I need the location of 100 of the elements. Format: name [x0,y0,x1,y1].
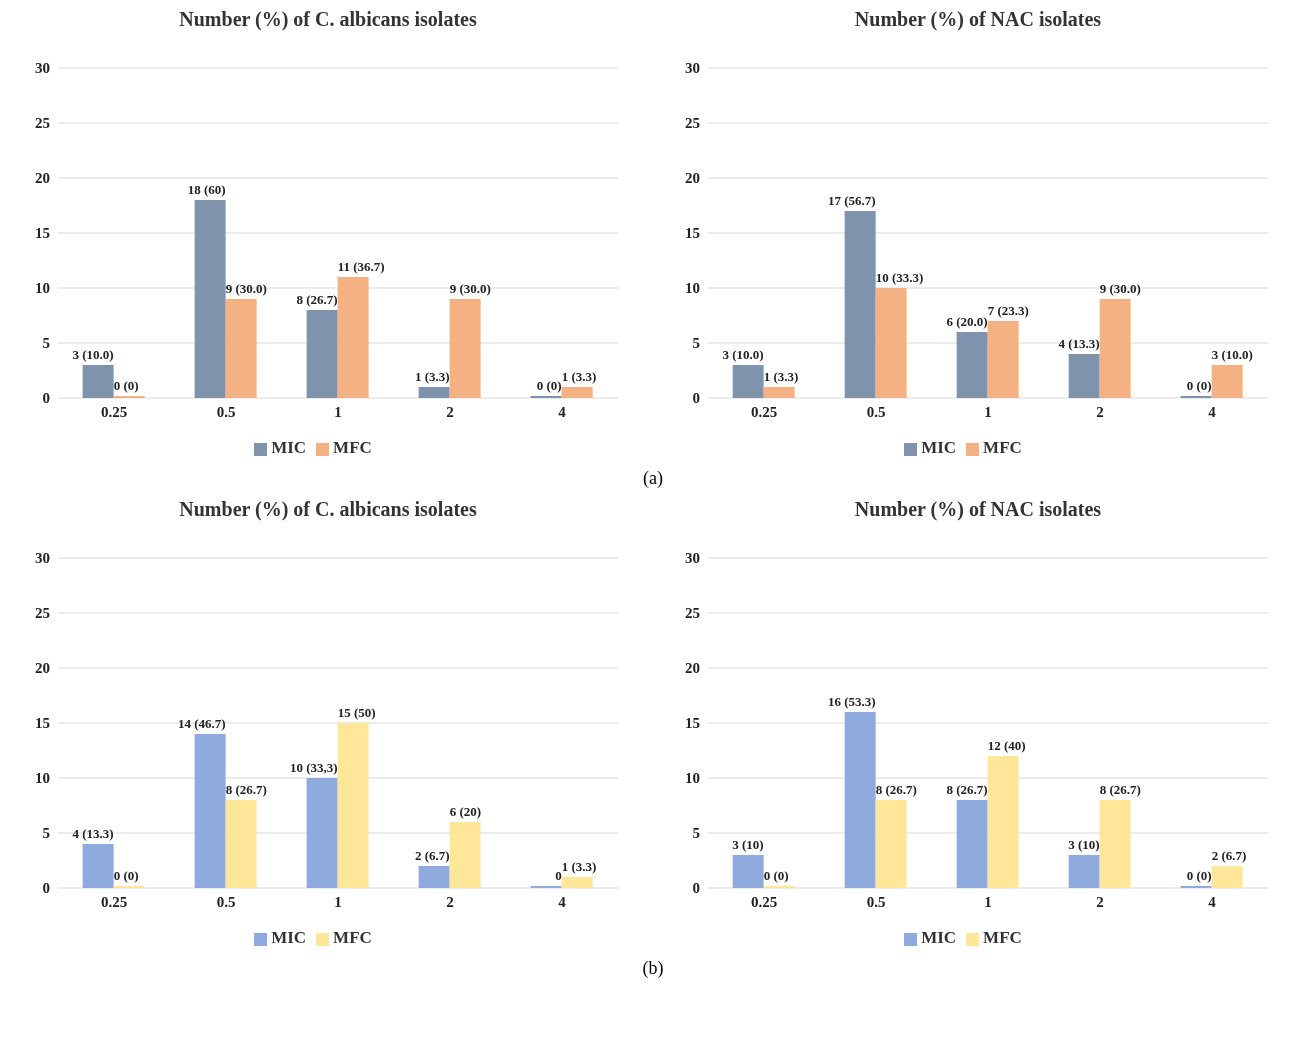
legend-label: MIC [921,438,957,457]
x-tick-label: 0.25 [750,403,778,420]
data-label: 6 (20.0) [946,314,988,329]
chart-title: Number (%) of NAC isolates [853,498,1103,523]
bar [844,211,876,398]
x-tick-label: 0.25 [750,893,778,910]
data-label: 3 (10.0) [1211,347,1253,362]
bar [1068,354,1100,398]
data-label: 8 (26.7) [1099,782,1141,797]
data-label: 15 (50) [337,705,376,720]
y-tick-label: 25 [685,605,700,622]
bar [82,365,114,398]
data-label: 2 (6.7) [414,848,450,863]
bar [337,723,369,888]
data-label: 4 (13.3) [72,826,114,841]
bar [194,734,226,888]
data-label: 18 (60) [187,182,226,197]
y-tick-label: 0 [42,390,50,407]
y-tick-label: 5 [692,825,700,842]
y-tick-label: 15 [35,715,50,732]
data-label: 4 (13.3) [1058,336,1100,351]
bar [875,800,907,888]
data-label: 0 (0) [1186,868,1212,883]
y-tick-label: 30 [35,60,50,77]
bar [763,387,795,398]
bar [1211,866,1243,888]
bar [337,277,369,398]
data-label: 8 (26.7) [225,782,267,797]
bar [418,387,450,398]
bar [449,299,481,398]
y-tick-label: 5 [692,335,700,352]
bar [306,310,338,398]
y-tick-label: 30 [685,60,700,77]
data-label: 1 (3.3) [561,859,597,874]
y-tick-label: 5 [42,825,50,842]
data-label: 9 (30.0) [1099,281,1141,296]
data-label: 0 (0) [536,378,562,393]
bar [844,712,876,888]
bar [561,387,593,398]
bar [1068,855,1100,888]
bar [418,866,450,888]
bar [732,855,764,888]
data-label: 7 (23.3) [987,303,1029,318]
chart-title: Number (%) of NAC isolates [853,8,1103,33]
data-label: 8 (26.7) [946,782,988,797]
bar [194,200,226,398]
data-label: 8 (26.7) [296,292,338,307]
x-tick-label: 2 [446,403,454,420]
bar [987,756,1019,888]
bar [449,822,481,888]
y-tick-label: 15 [685,225,700,242]
data-label: 3 (10) [732,837,764,852]
data-label: 9 (30.0) [449,281,491,296]
data-label: 0 (0) [1186,378,1212,393]
y-tick-label: 25 [685,115,700,132]
y-tick-label: 10 [35,280,50,297]
data-label: 16 (53.3) [827,694,876,709]
legend-label: MFC [983,928,1022,947]
data-label: 0 (0) [113,378,139,393]
data-label: 3 (10.0) [72,347,114,362]
y-tick-label: 30 [35,550,50,567]
bar [561,877,593,888]
legend-label: MFC [333,438,372,457]
data-label: 10 (33,3) [289,760,338,775]
legend-label: MFC [333,928,372,947]
x-tick-label: 2 [1096,893,1104,910]
y-tick-label: 15 [685,715,700,732]
x-tick-label: 1 [984,403,992,420]
text: (a) [643,468,663,488]
legend-label: MIC [271,438,307,457]
x-tick-label: 0.5 [216,403,236,420]
y-tick-label: 10 [35,770,50,787]
chart-title: Number (%) of C. albicans isolates [178,8,478,33]
x-tick-label: 2 [1096,403,1104,420]
data-label: 1 (3.3) [414,369,450,384]
y-tick-label: 20 [685,170,700,187]
x-tick-label: 0.5 [866,403,886,420]
x-tick-label: 0.25 [100,893,128,910]
data-label: 6 (20) [449,804,482,819]
legend-label: MIC [271,928,307,947]
x-tick-label: 2 [446,893,454,910]
bar [956,332,988,398]
bar [306,778,338,888]
y-tick-label: 30 [685,550,700,567]
data-label: 12 (40) [987,738,1026,753]
data-label: 3 (10.0) [722,347,764,362]
data-label: 1 (3.3) [561,369,597,384]
y-tick-label: 25 [35,115,50,132]
bar [987,321,1019,398]
legend-label: MFC [983,438,1022,457]
bar [225,299,257,398]
data-label: 1 (3.3) [763,369,799,384]
y-tick-label: 15 [35,225,50,242]
data-label: 0 (0) [113,868,139,883]
y-tick-label: 20 [685,660,700,677]
x-tick-label: 1 [334,403,342,420]
legend-label: MIC [921,928,957,947]
bar [956,800,988,888]
data-label: 10 (33.3) [875,270,924,285]
data-label: 2 (6.7) [1211,848,1247,863]
